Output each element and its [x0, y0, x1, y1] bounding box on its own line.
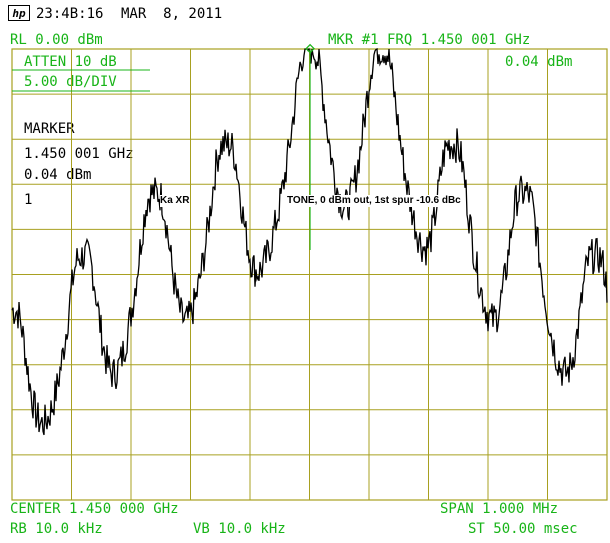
sweep-time-readout: ST 50.00 msec	[468, 521, 578, 537]
marker-panel-frequency: 1.450 001 GHz	[24, 146, 134, 162]
marker-frequency-readout: MKR #1 FRQ 1.450 001 GHz	[328, 32, 531, 48]
marker-panel-title: MARKER	[24, 121, 75, 137]
ref-level-readout: RL 0.00 dBm	[10, 32, 103, 48]
span-readout: SPAN 1.000 MHz	[440, 501, 559, 517]
annotation-right: TONE, 0 dBm out, 1st spur -10.6 dBc	[287, 195, 461, 207]
attenuation-readout: ATTEN 10 dB	[24, 54, 117, 70]
hp-logo: hp	[8, 5, 30, 21]
annotation-left: Ka XR	[160, 195, 190, 207]
vbw-readout: VB 10.0 kHz	[193, 521, 286, 537]
header-time: 23:4B:16	[36, 6, 104, 22]
spectrum-trace	[11, 47, 608, 436]
marker-panel-amplitude: 0.04 dBm	[24, 167, 92, 183]
marker-diamond[interactable]	[305, 43, 315, 54]
header-date: MAR 8, 2011	[121, 6, 223, 22]
marker-amplitude-readout: 0.04 dBm	[505, 54, 573, 70]
scale-readout: 5.00 dB/DIV	[24, 74, 117, 90]
rbw-readout: RB 10.0 kHz	[10, 521, 103, 537]
center-frequency: CENTER 1.450 000 GHz	[10, 501, 179, 517]
marker-panel-number: 1	[24, 192, 33, 208]
